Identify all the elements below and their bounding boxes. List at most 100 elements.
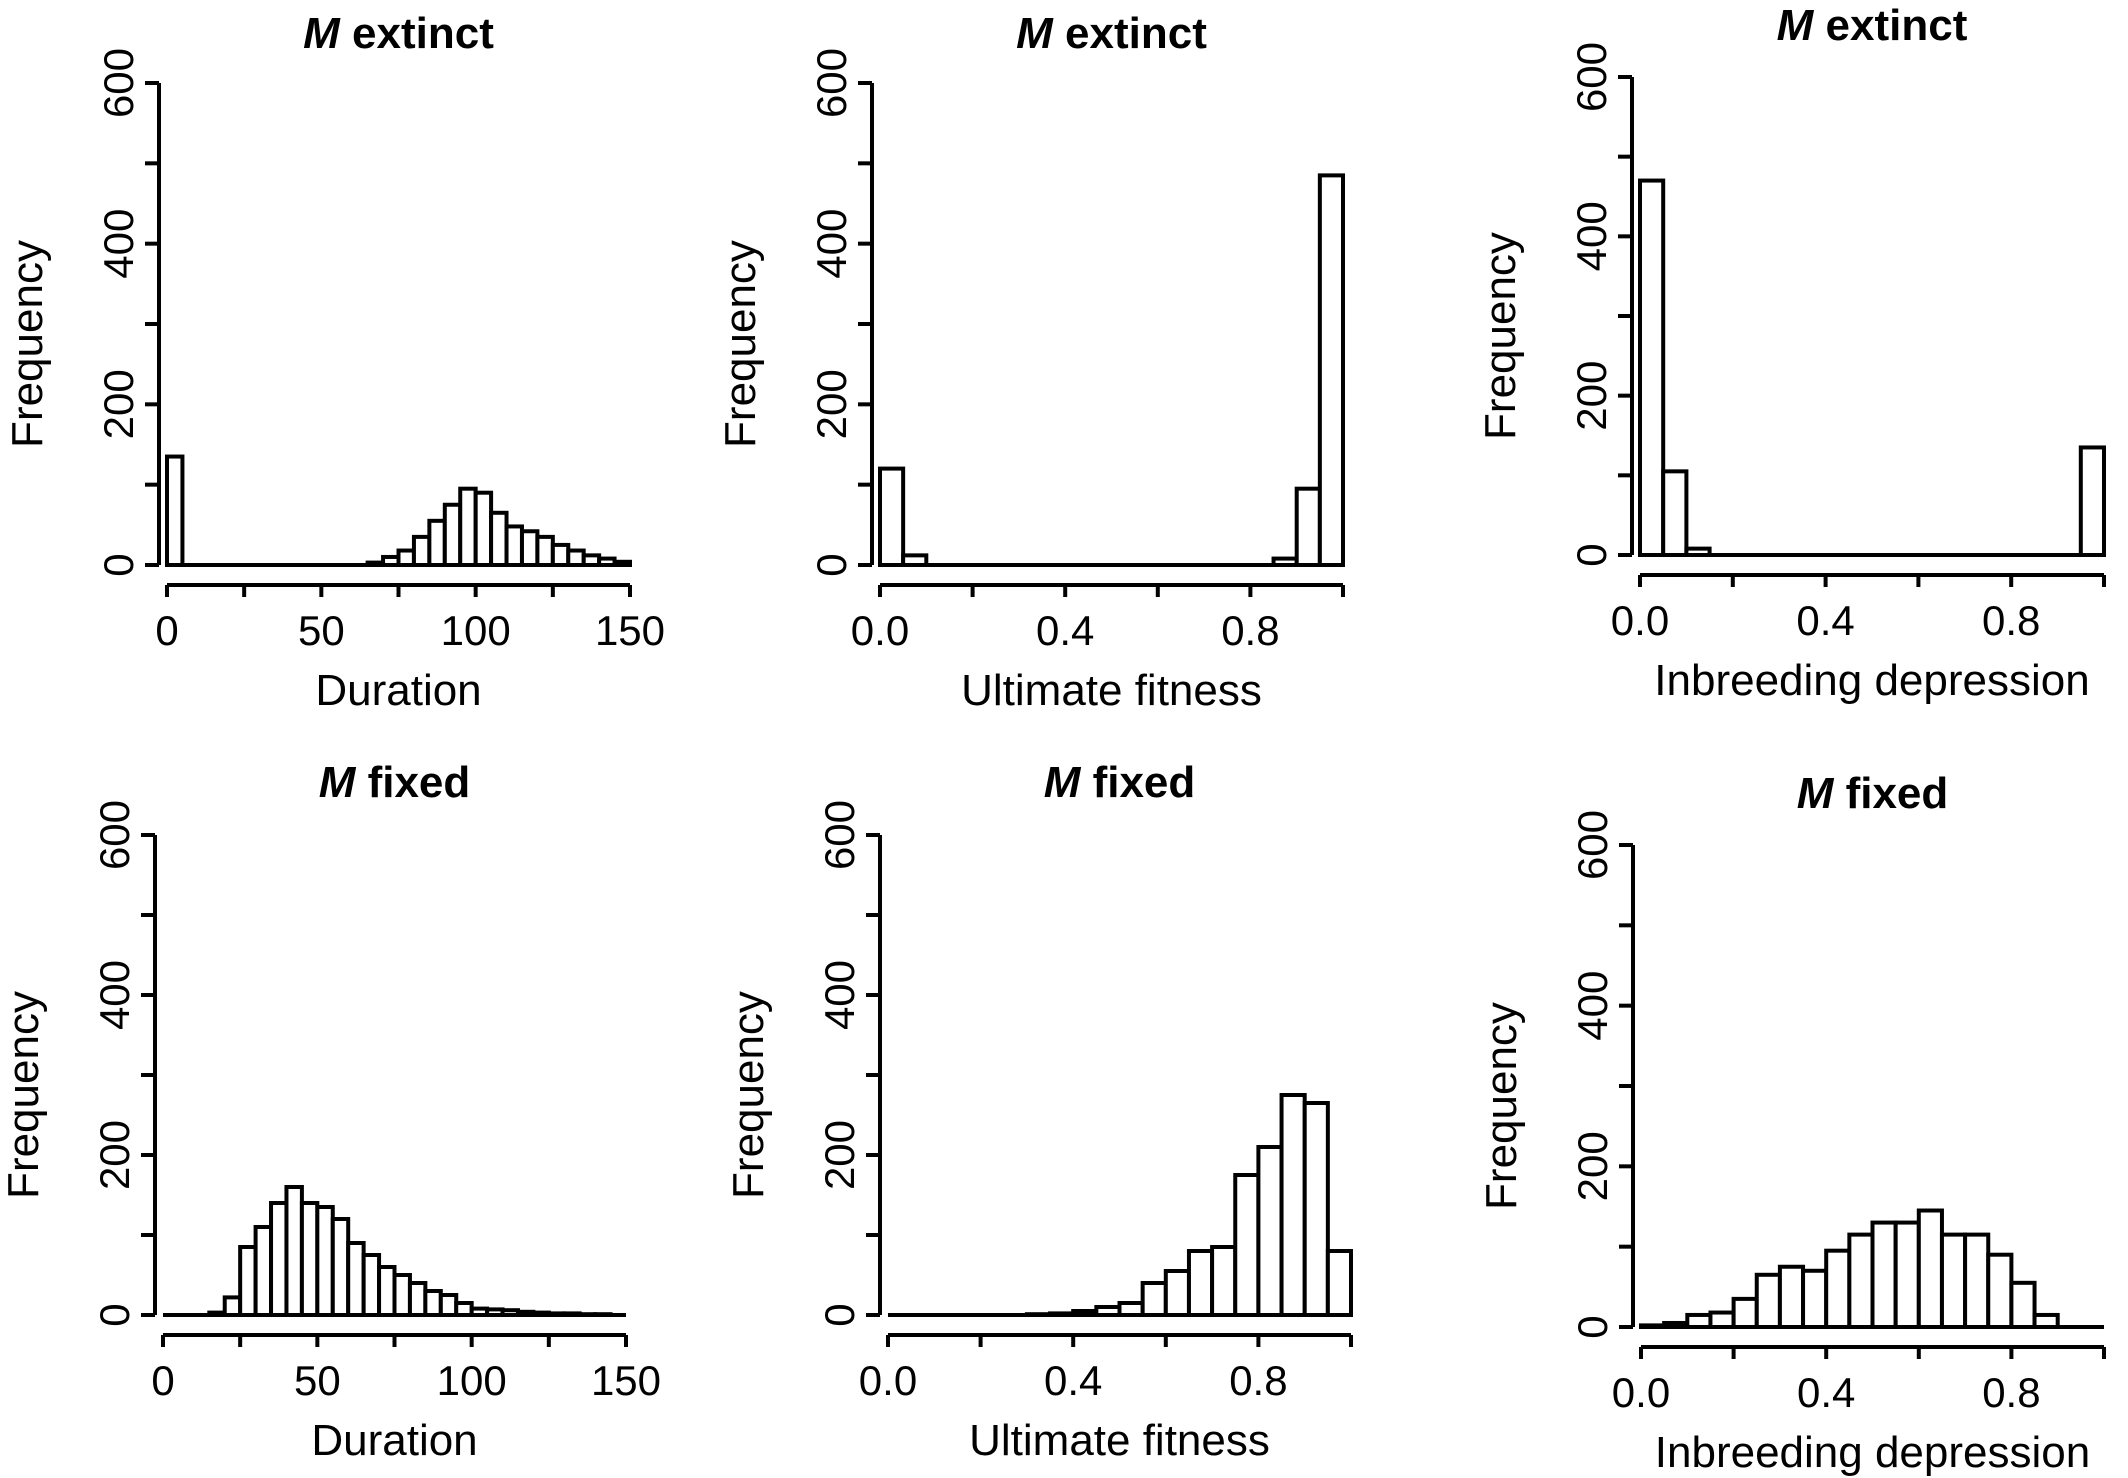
x-tick-label: 50 (298, 607, 345, 654)
y-tick-label: 200 (808, 369, 855, 439)
histogram-bar (269, 1201, 289, 1317)
histogram-bar (361, 1253, 382, 1317)
y-tick-label: 400 (816, 960, 863, 1030)
histogram-bar (1279, 1093, 1307, 1317)
y-tick-label: 600 (91, 800, 138, 870)
histogram-bar (1661, 469, 1689, 558)
histogram-bar (1963, 1232, 1991, 1330)
x-tick-label: 100 (441, 607, 511, 654)
x-tick-label: 0.0 (1611, 597, 1669, 644)
histogram-bar (377, 1265, 397, 1317)
x-axis-label: Ultimate fitness (961, 666, 1262, 715)
y-tick-label: 0 (1569, 1315, 1616, 1338)
x-tick-label: 100 (437, 1357, 507, 1404)
histogram-bar (1870, 1220, 1898, 1329)
y-tick-label: 0 (95, 553, 142, 576)
histogram-bar (1847, 1232, 1875, 1330)
y-tick-label: 200 (1568, 361, 1615, 431)
histogram-bar (489, 510, 509, 567)
x-tick-label: 50 (294, 1357, 341, 1404)
histogram-bar (1638, 178, 1666, 557)
x-tick-label: 0.4 (1796, 597, 1854, 644)
y-axis-label: Frequency (724, 991, 773, 1199)
y-tick-label: 600 (808, 48, 855, 118)
histogram-bar (550, 542, 571, 568)
histogram-bar (2078, 445, 2107, 558)
histogram-bar (165, 454, 185, 567)
histogram-bar (1777, 1264, 1806, 1329)
x-tick-label: 0.8 (1229, 1357, 1287, 1404)
x-tick-label: 0 (151, 1357, 174, 1404)
panel-title: M fixed (319, 758, 471, 807)
y-tick-label: 0 (1568, 543, 1615, 566)
histogram-bar (299, 1201, 320, 1317)
histogram-bar (535, 534, 555, 568)
x-axis-label: Inbreeding depression (1654, 656, 2089, 705)
histogram-bar (1186, 1249, 1215, 1317)
histogram-bar (2009, 1280, 2037, 1329)
histogram-bar (423, 1289, 443, 1317)
y-tick-label: 400 (1569, 971, 1616, 1041)
histogram-bar (392, 1273, 412, 1317)
y-axis-label: Frequency (716, 240, 765, 448)
y-tick-label: 400 (91, 960, 138, 1030)
y-tick-label: 0 (91, 1303, 138, 1326)
x-tick-label: 0.4 (1044, 1357, 1102, 1404)
y-tick-label: 200 (1569, 1131, 1616, 1201)
histogram-bar (1824, 1248, 1852, 1330)
x-tick-label: 150 (595, 607, 665, 654)
x-tick-label: 0.4 (1036, 607, 1094, 654)
y-tick-label: 600 (95, 48, 142, 118)
histogram-bar (1801, 1268, 1829, 1330)
histogram-bar (504, 524, 524, 568)
y-tick-label: 0 (816, 1303, 863, 1326)
histogram-bar (878, 466, 906, 568)
y-tick-label: 200 (816, 1120, 863, 1190)
x-tick-label: 0.8 (1221, 607, 1279, 654)
histogram-bar (1731, 1296, 1759, 1329)
histogram-bar (253, 1225, 274, 1317)
panel-title: M extinct (303, 9, 494, 58)
histogram-bar (284, 1185, 304, 1317)
histogram-bar (315, 1205, 335, 1317)
y-tick-label: 400 (808, 209, 855, 279)
x-tick-label: 0 (155, 607, 178, 654)
histogram-bar (442, 502, 463, 567)
histogram-bar (1986, 1252, 2014, 1329)
histogram-bar (1916, 1208, 1944, 1330)
y-tick-label: 200 (95, 369, 142, 439)
histogram-bar (346, 1241, 366, 1317)
histogram-bar (330, 1217, 351, 1317)
y-tick-label: 0 (808, 553, 855, 576)
histogram-bar (1708, 1310, 1736, 1330)
histogram-panel-5: 0.0 0.4 0.8 0 200 400 600 Ultimate fitness Frequ… (724, 758, 1353, 1465)
histogram-bar (473, 490, 494, 568)
histogram-panel-1: 0 50 100 150 0 200 400 600 Duration Frequency M ex… (3, 9, 665, 715)
x-axis-label: Duration (311, 1416, 477, 1465)
y-tick-label: 200 (91, 1120, 138, 1190)
y-tick-label: 600 (1569, 810, 1616, 880)
x-tick-label: 0.4 (1797, 1369, 1855, 1416)
histogram-bar (238, 1245, 258, 1317)
y-axis-label: Frequency (1476, 232, 1525, 440)
histogram-bar (1233, 1173, 1261, 1317)
x-tick-label: 0.8 (1982, 1369, 2040, 1416)
x-axis-label: Inbreeding depression (1655, 1428, 2090, 1477)
panel-title: M fixed (1044, 758, 1196, 807)
panel-title: M extinct (1016, 9, 1207, 58)
x-tick-label: 0.0 (851, 607, 909, 654)
histogram-bar (411, 534, 432, 568)
x-tick-label: 150 (591, 1357, 661, 1404)
histogram-panel-3: 0.0 0.4 0.8 0 200 400 600 Inbreeding depression… (1476, 1, 2107, 705)
histogram-bar (1163, 1269, 1191, 1317)
histogram-bar (1256, 1145, 1284, 1317)
histogram-bar (519, 529, 540, 568)
histogram-panel-6: 0.0 0.4 0.8 0 200 400 600 Inbreeding depression… (1477, 769, 2106, 1477)
y-tick-label: 600 (1568, 42, 1615, 112)
y-axis-label: Frequency (0, 991, 48, 1199)
histogram-bar (1317, 173, 1345, 567)
y-tick-label: 400 (95, 209, 142, 279)
histogram-bar (1294, 486, 1322, 567)
x-axis-label: Ultimate fitness (969, 1416, 1270, 1465)
y-tick-label: 400 (1568, 201, 1615, 271)
